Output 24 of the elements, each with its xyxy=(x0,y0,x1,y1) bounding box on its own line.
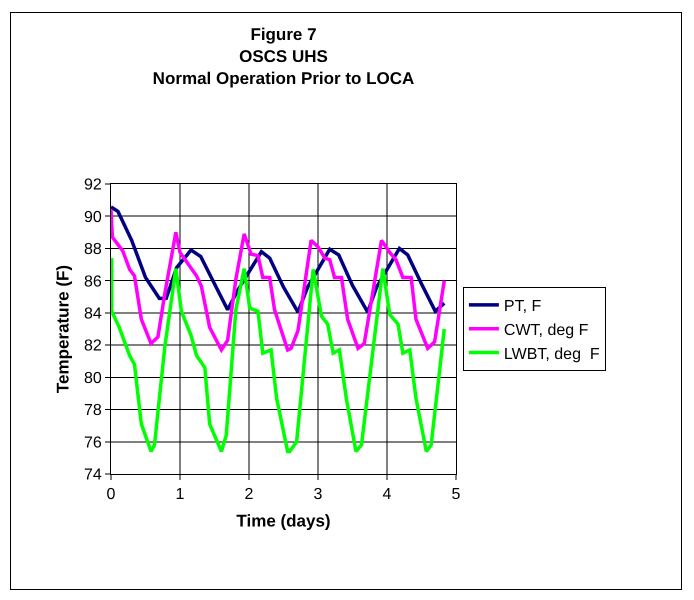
legend-label: PT, F xyxy=(504,298,542,316)
chart-title: Figure 7 OSCS UHS Normal Operation Prior to LOCA xyxy=(152,25,414,88)
line-series xyxy=(111,208,446,352)
y-tick-label: 76 xyxy=(84,434,102,452)
y-tick-label: 84 xyxy=(84,305,102,322)
y-tick-label: 78 xyxy=(84,402,102,420)
y-tick-label: 92 xyxy=(84,176,102,194)
x-tick-label: 2 xyxy=(244,486,254,504)
y-tick-label: 82 xyxy=(84,338,102,355)
x-tick-label: 3 xyxy=(314,486,323,504)
y-tick-label: 80 xyxy=(84,370,102,387)
x-tick-label: 4 xyxy=(382,486,392,504)
x-tick-label: 5 xyxy=(452,486,461,504)
y-tick-label: 90 xyxy=(84,208,102,226)
x-axis-title: Time (days) xyxy=(236,512,331,531)
legend-label: LWBT, deg F xyxy=(504,346,600,363)
y-axis-title: Temperature (F) xyxy=(54,264,73,394)
x-tick-label: 0 xyxy=(106,486,116,504)
y-tick-label: 86 xyxy=(84,273,102,290)
legend-label: CWT, deg F xyxy=(504,322,589,339)
line-series xyxy=(111,256,446,454)
x-tick-label: 1 xyxy=(176,486,185,504)
y-tick-label: 74 xyxy=(84,466,102,484)
y-tick-label: 88 xyxy=(84,241,102,258)
